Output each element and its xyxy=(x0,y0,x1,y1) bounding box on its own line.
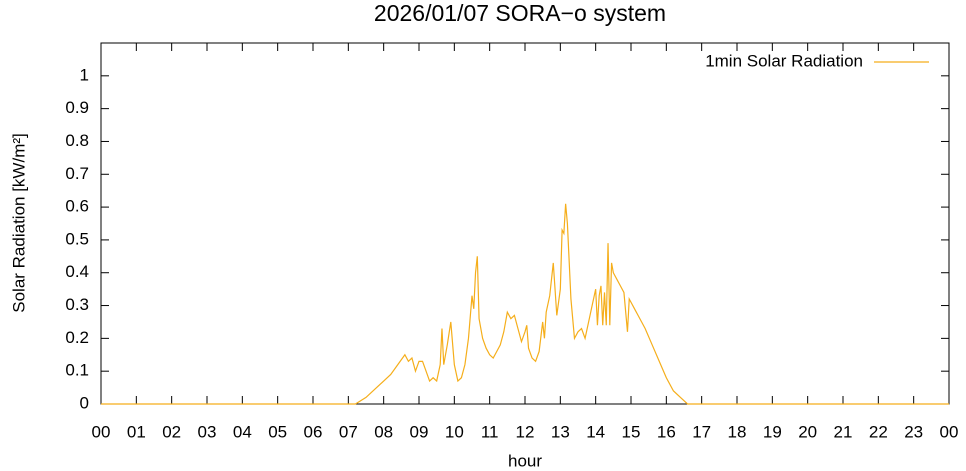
data-line xyxy=(101,203,949,405)
x-tick-label: 10 xyxy=(445,422,464,441)
x-tick-label: 04 xyxy=(233,422,252,441)
x-tick-label: 06 xyxy=(304,422,323,441)
x-tick-label: 08 xyxy=(374,422,393,441)
x-tick-label: 03 xyxy=(198,422,217,441)
y-tick-label: 0.3 xyxy=(65,295,89,314)
x-tick-label: 17 xyxy=(692,422,711,441)
x-tick-label: 14 xyxy=(586,422,605,441)
y-tick-label: 0.2 xyxy=(65,328,89,347)
chart-title: 2026/01/07 SORA−o system xyxy=(374,0,666,26)
x-tick-label: 22 xyxy=(869,422,888,441)
x-tick-label: 12 xyxy=(516,422,535,441)
x-tick-label: 15 xyxy=(622,422,641,441)
x-tick-label: 18 xyxy=(728,422,747,441)
y-tick-label: 0.9 xyxy=(65,98,89,117)
y-tick-label: 0 xyxy=(80,393,89,412)
x-tick-label: 19 xyxy=(763,422,782,441)
x-tick-label: 09 xyxy=(410,422,429,441)
x-tick-label: 02 xyxy=(162,422,181,441)
plot-border xyxy=(100,42,950,405)
legend-label: 1min Solar Radiation xyxy=(705,51,863,70)
y-tick-label: 0.5 xyxy=(65,229,89,248)
x-tick-label: 00 xyxy=(940,422,959,441)
y-tick-label: 1 xyxy=(80,65,89,84)
y-axis-label: Solar Radiation [kW/m²] xyxy=(9,133,28,313)
y-tick-label: 0.4 xyxy=(65,262,89,281)
x-tick-label: 07 xyxy=(339,422,358,441)
x-tick-label: 05 xyxy=(268,422,287,441)
x-tick-label: 13 xyxy=(551,422,570,441)
x-tick-label: 11 xyxy=(481,422,499,441)
x-tick-label: 21 xyxy=(834,422,853,441)
x-tick-label: 16 xyxy=(657,422,676,441)
x-tick-label: 00 xyxy=(92,422,111,441)
y-tick-label: 0.6 xyxy=(65,197,89,216)
y-tick-label: 0.1 xyxy=(65,361,89,380)
x-tick-label: 01 xyxy=(127,422,146,441)
x-axis-label: hour xyxy=(508,451,542,470)
y-tick-label: 0.8 xyxy=(65,131,89,150)
x-tick-label: 20 xyxy=(798,422,817,441)
x-tick-label: 23 xyxy=(904,422,923,441)
y-tick-label: 0.7 xyxy=(65,164,89,183)
